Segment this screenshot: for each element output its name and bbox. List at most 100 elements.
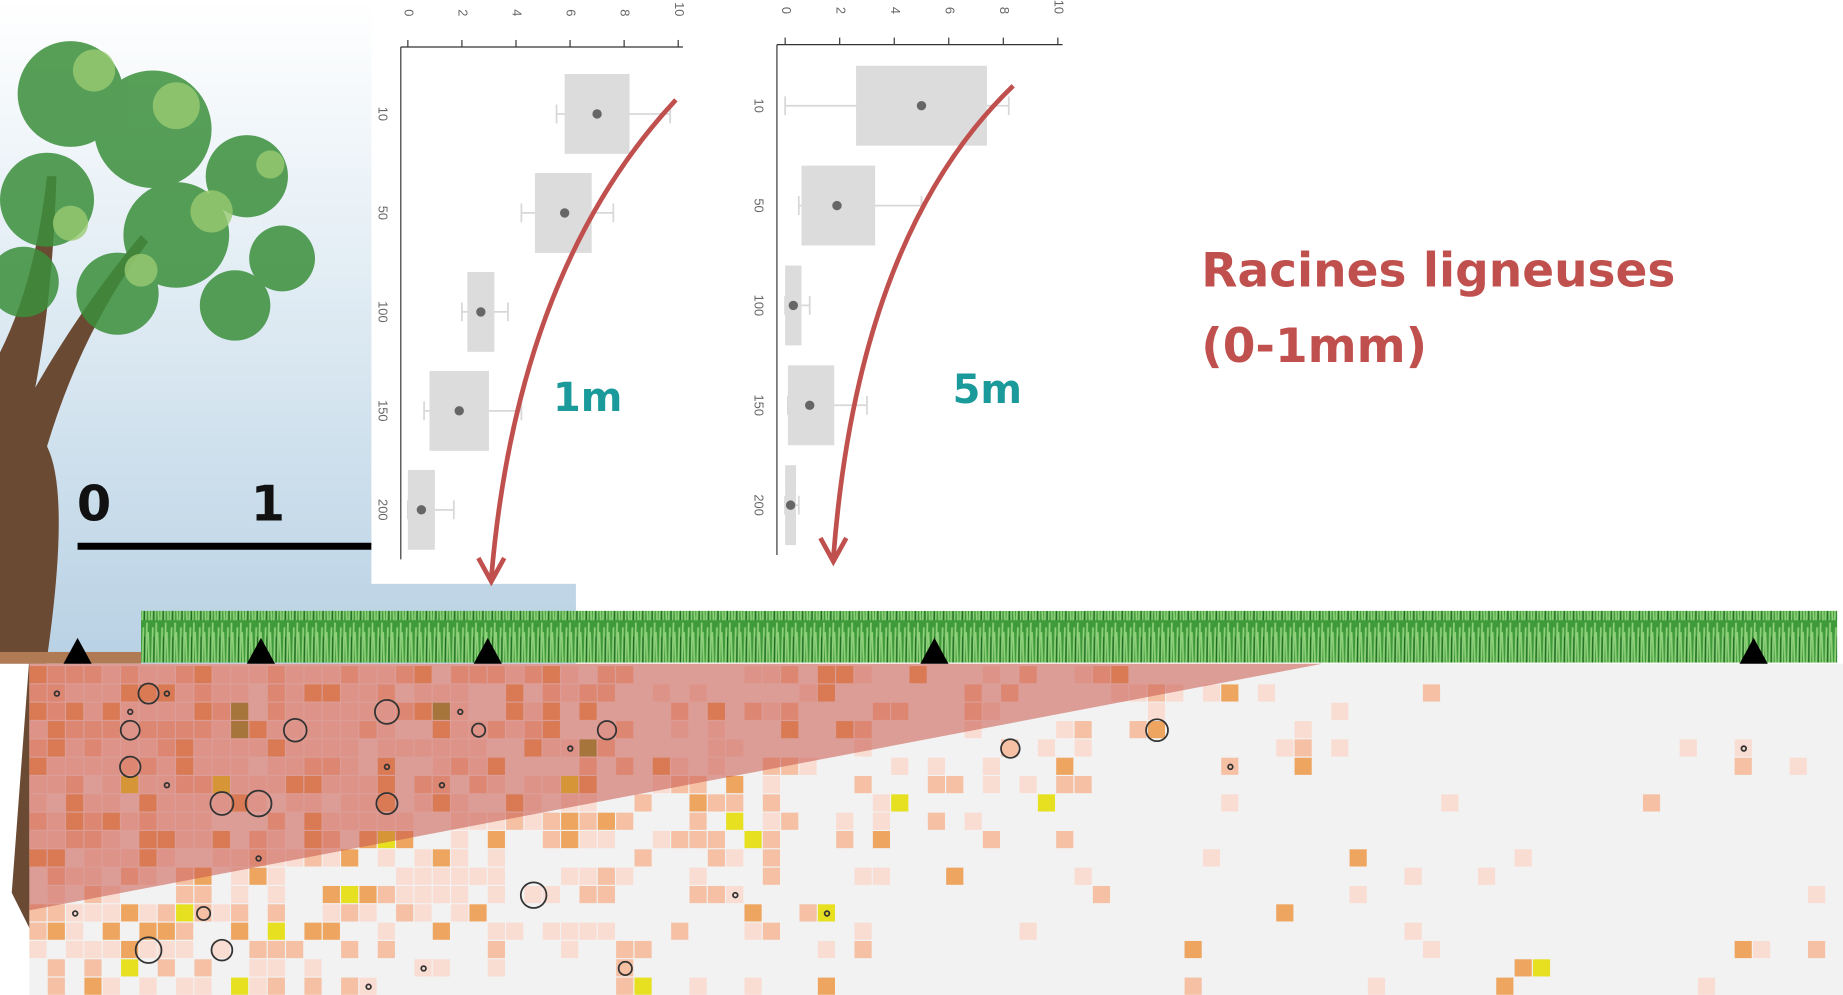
root-cell <box>744 904 761 921</box>
root-cell <box>598 831 615 848</box>
root-cell <box>1130 721 1147 738</box>
x-tick-label: 10 <box>672 2 687 16</box>
median <box>805 401 814 410</box>
root-cell <box>891 794 908 811</box>
root-cell <box>726 886 743 903</box>
root-cell <box>451 831 468 848</box>
root-cell <box>1056 831 1073 848</box>
root-cell <box>48 904 65 921</box>
root-cell <box>488 923 505 940</box>
root-cell <box>689 831 706 848</box>
root-cell <box>561 868 578 885</box>
root-cell <box>48 923 65 940</box>
root-cell <box>873 831 890 848</box>
root-cell <box>103 941 120 958</box>
root-cell <box>268 941 285 958</box>
root-cell <box>1203 849 1220 866</box>
root-cell <box>1350 849 1367 866</box>
root-cell <box>1075 868 1092 885</box>
root-cell <box>818 941 835 958</box>
root-cell <box>561 813 578 830</box>
y-tick-label: 10 <box>752 99 767 113</box>
root-cell <box>231 886 248 903</box>
root-cell <box>433 886 450 903</box>
root-cell <box>855 868 872 885</box>
root-cell <box>231 978 248 995</box>
root-cell <box>634 978 651 995</box>
root-cell <box>1441 794 1458 811</box>
root-cell <box>1185 941 1202 958</box>
root-cell <box>1331 739 1348 756</box>
root-cell <box>1295 758 1312 775</box>
root-cell <box>1020 923 1037 940</box>
root-cell <box>268 868 285 885</box>
root-cell <box>689 978 706 995</box>
root-cell <box>1221 684 1238 701</box>
root-cell <box>1258 684 1275 701</box>
root-cell <box>139 941 156 958</box>
root-cell <box>873 868 890 885</box>
y-tick-label: 100 <box>376 301 391 323</box>
root-cell <box>29 923 46 940</box>
root-cell <box>689 886 706 903</box>
root-cell <box>855 776 872 793</box>
root-cell <box>84 904 101 921</box>
root-cell <box>634 794 651 811</box>
root-cell <box>469 904 486 921</box>
root-cell <box>414 959 431 976</box>
root-cell <box>268 959 285 976</box>
root-cell <box>598 813 615 830</box>
root-cell <box>249 868 266 885</box>
root-cell <box>891 758 908 775</box>
root-cell <box>561 831 578 848</box>
root-cell <box>451 886 468 903</box>
y-tick-label: 50 <box>752 198 767 212</box>
root-cell <box>176 978 193 995</box>
root-cell <box>249 941 266 958</box>
root-cell <box>433 923 450 940</box>
root-cell <box>1221 758 1238 775</box>
root-cell <box>414 868 431 885</box>
root-cell <box>1075 721 1092 738</box>
annotation: 1m <box>553 375 622 421</box>
root-cell <box>579 868 596 885</box>
root-cell <box>708 849 725 866</box>
root-cell <box>268 978 285 995</box>
root-cell <box>1185 978 1202 995</box>
root-cell <box>323 904 340 921</box>
root-cell <box>414 849 431 866</box>
root-cell <box>1221 794 1238 811</box>
root-cell <box>1405 868 1422 885</box>
root-cell <box>671 831 688 848</box>
root-cell <box>158 923 175 940</box>
root-cell <box>121 959 138 976</box>
root-cell <box>433 959 450 976</box>
y-tick-label: 150 <box>376 400 391 422</box>
root-cell <box>341 904 358 921</box>
root-cell <box>744 831 761 848</box>
root-cell <box>836 813 853 830</box>
root-cell <box>121 904 138 921</box>
root-cell <box>1496 978 1513 995</box>
root-cell <box>763 831 780 848</box>
root-cell <box>1038 794 1055 811</box>
root-cell <box>139 978 156 995</box>
annotation: 5m <box>953 367 1022 413</box>
root-cell <box>543 923 560 940</box>
y-tick-label: 50 <box>376 206 391 220</box>
root-cell <box>139 904 156 921</box>
root-cell <box>524 886 541 903</box>
root-cell <box>689 868 706 885</box>
root-cell <box>451 904 468 921</box>
root-cell <box>323 923 340 940</box>
root-cell <box>1680 739 1697 756</box>
root-cell <box>176 886 193 903</box>
median <box>832 201 841 210</box>
root-cell <box>1295 739 1312 756</box>
root-cell <box>1056 776 1073 793</box>
root-cell <box>1515 849 1532 866</box>
root-cell <box>378 941 395 958</box>
root-cell <box>176 923 193 940</box>
root-cell <box>1056 721 1073 738</box>
root-cell <box>1735 739 1752 756</box>
